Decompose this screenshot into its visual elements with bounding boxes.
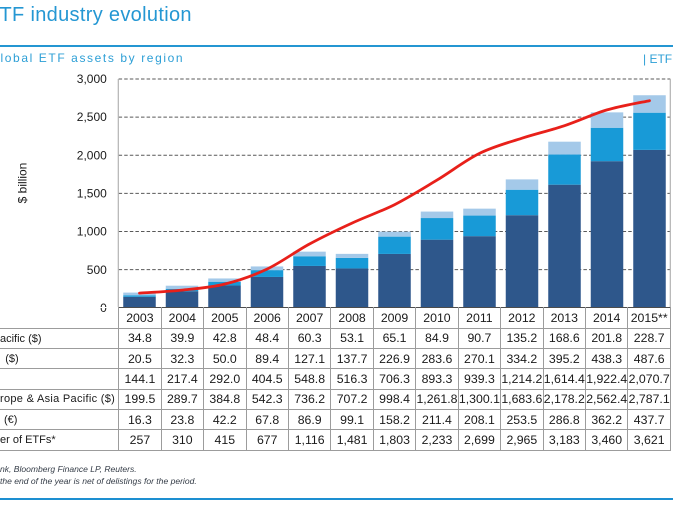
svg-text:2,000: 2,000 [77, 148, 107, 162]
svg-text:2,500: 2,500 [77, 110, 107, 124]
svg-text:3,000: 3,000 [77, 72, 107, 86]
svg-text:1,000: 1,000 [77, 225, 107, 239]
svg-text:$ billion: $ billion [16, 163, 30, 204]
svg-text:1,500: 1,500 [77, 187, 107, 201]
svg-text:500: 500 [87, 263, 107, 277]
